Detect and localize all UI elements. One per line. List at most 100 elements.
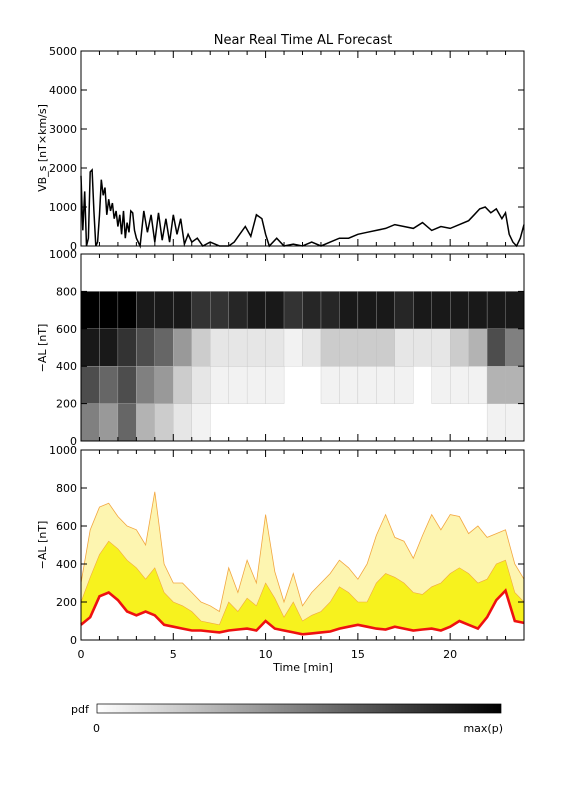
al-forecast-ytick-label: 600 (56, 520, 77, 533)
pdf-cell (117, 328, 137, 367)
pdf-cell (450, 291, 469, 329)
al-pdf-yaxis: 0 200 400 600 800 1000 (49, 248, 524, 448)
pdf-cell (246, 328, 266, 367)
al-forecast-ytick-label: 200 (56, 596, 77, 609)
pdf-cell (376, 291, 395, 329)
pdf-cell (136, 366, 156, 404)
vbs-ylabel: VB_s [nT×km/s] (36, 104, 49, 192)
al-pdf-ytick-label: 0 (70, 435, 77, 448)
pdf-colorbar-label: pdf (71, 703, 90, 716)
pdf-cell (210, 291, 229, 329)
al-pdf-ylabel: −AL [nT] (36, 324, 49, 373)
vbs-panel-frame (80, 50, 525, 247)
al-pdf-ytick-label: 200 (56, 398, 77, 411)
pdf-cell (468, 366, 488, 404)
pdf-cell (450, 328, 469, 367)
time-xtick-label: 10 (259, 648, 273, 661)
pdf-cell (468, 291, 488, 329)
chart-title: Near Real Time AL Forecast (214, 33, 393, 48)
pdf-cell (486, 366, 506, 404)
vbs-ytick-label: 4000 (49, 84, 77, 97)
pdf-cell (80, 366, 100, 404)
pdf-cell (80, 328, 100, 367)
vbs-series-line (80, 168, 525, 249)
pdf-cell (191, 366, 211, 404)
al-pdf-ytick-label: 1000 (49, 248, 77, 261)
al-pdf-heatmap (80, 291, 525, 442)
pdf-cell (191, 328, 211, 367)
pdf-cell (505, 366, 525, 404)
vbs-ytick-label: 5000 (49, 45, 77, 58)
pdf-cell (283, 328, 303, 367)
pdf-cell (302, 328, 322, 367)
al-pdf-ytick-label: 400 (56, 360, 77, 373)
pdf-cell (136, 328, 156, 367)
pdf-cell (339, 291, 359, 329)
al-pdf-ytick-label: 800 (56, 285, 77, 298)
pdf-cell (413, 291, 432, 329)
pdf-cell (450, 366, 469, 404)
pdf-cell (431, 291, 451, 329)
al-forecast-panel: 0 200 400 600 800 1000 0 5 10 15 20 −AL [nT] Time… (36, 51, 525, 674)
pdf-cell (320, 291, 340, 329)
pdf-cell (505, 328, 525, 367)
pdf-cell (486, 403, 506, 442)
pdf-cell (376, 366, 395, 404)
al-forecast-ytick-label: 0 (70, 634, 77, 647)
al-forecast-yaxis: 0 200 400 600 800 1000 (49, 444, 524, 647)
pdf-cell (154, 403, 174, 442)
pdf-cell (246, 366, 266, 404)
pdf-cell (210, 366, 229, 404)
pdf-cell (210, 328, 229, 367)
pdf-cell (117, 403, 137, 442)
al-forecast-ytick-label: 800 (56, 482, 77, 495)
pdf-cell (154, 328, 174, 367)
time-xtick-label: 0 (78, 648, 85, 661)
pdf-cell (173, 328, 192, 367)
time-xaxis: 0 5 10 15 20 (78, 51, 525, 661)
pdf-cell (357, 328, 377, 367)
pdf-cell (431, 366, 451, 404)
pdf-cell (173, 403, 192, 442)
pdf-cell (486, 328, 506, 367)
pdf-cell (265, 328, 285, 367)
pdf-cell (80, 403, 100, 442)
pdf-cell (265, 291, 285, 329)
pdf-cell (339, 328, 359, 367)
pdf-cell (117, 291, 137, 329)
pdf-cell (468, 328, 488, 367)
pdf-cell (99, 291, 119, 329)
pdf-cell (173, 291, 192, 329)
al-median-line (80, 588, 525, 636)
time-xlabel: Time [min] (272, 661, 333, 674)
pdf-cell (228, 366, 248, 404)
al-forecast-ytick-label: 400 (56, 558, 77, 571)
pdf-cell (191, 403, 211, 442)
pdf-cell (486, 291, 506, 329)
pdf-cell (357, 291, 377, 329)
pdf-colorbar-max: max(p) (463, 722, 503, 735)
pdf-cell (136, 403, 156, 442)
pdf-cell (99, 328, 119, 367)
pdf-cell (376, 328, 395, 367)
al-pdf-ytick-label: 600 (56, 323, 77, 336)
pdf-cell (228, 291, 248, 329)
pdf-cell (246, 291, 266, 329)
time-xtick-label: 20 (443, 648, 457, 661)
pdf-cell (99, 403, 119, 442)
pdf-cell (320, 328, 340, 367)
pdf-cell (302, 291, 322, 329)
pdf-cell (394, 291, 414, 329)
pdf-cell (99, 366, 119, 404)
pdf-cell (339, 366, 359, 404)
pdf-cell (228, 328, 248, 367)
al-forecast-ylabel: −AL [nT] (36, 521, 49, 570)
time-xtick-label: 5 (170, 648, 177, 661)
pdf-cell (136, 291, 156, 329)
pdf-cell (505, 291, 525, 329)
pdf-cell (394, 328, 414, 367)
pdf-cell (505, 403, 525, 442)
vbs-yaxis: 0 1000 2000 3000 4000 5000 (49, 45, 524, 253)
vbs-ytick-label: 3000 (49, 123, 77, 136)
